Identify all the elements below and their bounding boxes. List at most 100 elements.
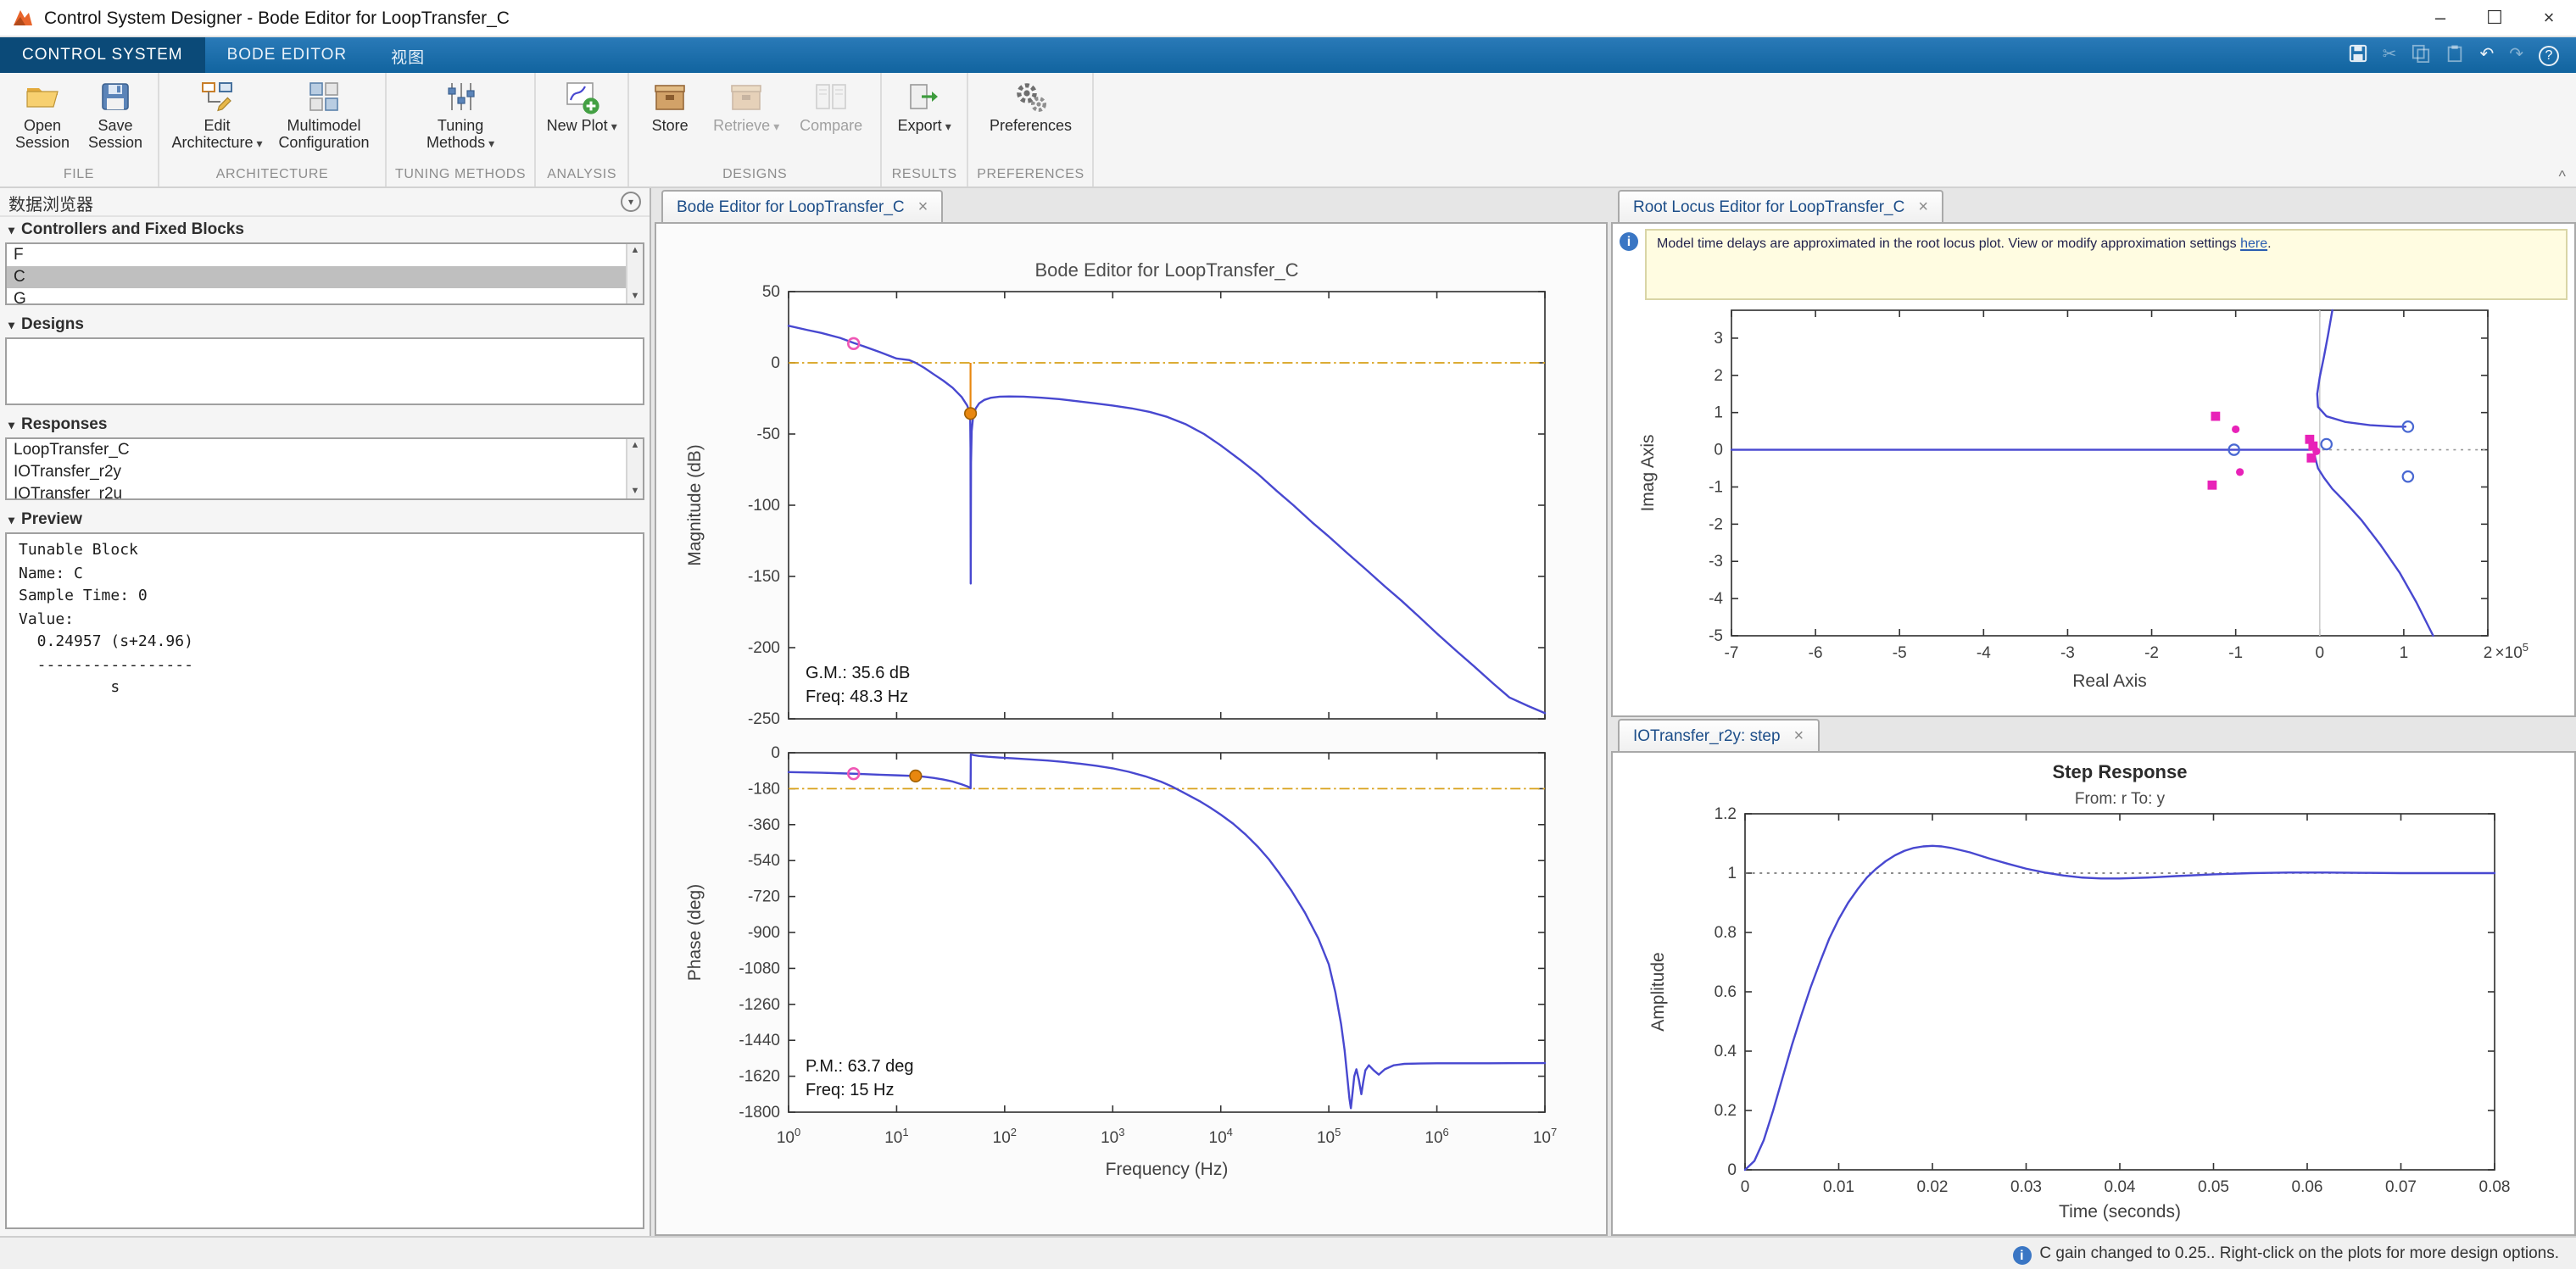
new-plot-button[interactable]: New Plot ▾ bbox=[544, 78, 619, 136]
right-column: Root Locus Editor for LoopTransfer_C × i… bbox=[1611, 188, 2576, 1235]
svg-text:0: 0 bbox=[1727, 1161, 1737, 1179]
svg-text:0: 0 bbox=[1714, 442, 1723, 459]
controllers-list: F C G ▲ ▼ bbox=[5, 242, 644, 305]
scroll-down-icon[interactable]: ▼ bbox=[630, 292, 640, 302]
tab-label: Root Locus Editor for LoopTransfer_C bbox=[1633, 198, 1905, 216]
save-session-button[interactable]: Save Session bbox=[81, 78, 149, 152]
closed-loop-pole-marker[interactable] bbox=[2211, 411, 2221, 421]
bode-plot-container: Bode Editor for LoopTransfer_C 50 0 -50 -100… bbox=[655, 222, 1608, 1235]
root-locus-branch[interactable] bbox=[2312, 450, 2434, 637]
tab-view[interactable]: 视图 bbox=[391, 48, 426, 67]
retrieve-box-icon bbox=[731, 85, 761, 110]
ribbon-collapse-icon[interactable]: ^ bbox=[2558, 168, 2566, 185]
chevron-down-icon: ▾ bbox=[611, 122, 617, 134]
bode-magnitude-compensator-marker[interactable] bbox=[847, 337, 861, 351]
root-locus-branch[interactable] bbox=[2316, 309, 2407, 428]
bode-phase-margin-marker[interactable] bbox=[909, 769, 923, 782]
data-browser-title: 数据浏览器 bbox=[8, 196, 93, 214]
open-session-button[interactable]: Open Session bbox=[8, 78, 76, 152]
step-subtitle: From: r To: y bbox=[2075, 790, 2166, 808]
tab-bode-editor-document[interactable]: Bode Editor for LoopTransfer_C × bbox=[661, 190, 944, 222]
open-loop-zero-marker[interactable] bbox=[2401, 470, 2415, 483]
multimodel-configuration-button[interactable]: Multimodel Configuration bbox=[271, 78, 376, 152]
closed-loop-pole-marker[interactable] bbox=[2305, 434, 2315, 444]
tuning-methods-button[interactable]: Tuning Methods ▾ bbox=[411, 78, 510, 153]
closed-loop-pole-marker[interactable] bbox=[2207, 480, 2217, 490]
pole-marker[interactable] bbox=[2232, 425, 2240, 434]
close-button[interactable]: × bbox=[2543, 8, 2555, 28]
tab-bode-editor[interactable]: BODE EDITOR bbox=[226, 46, 348, 64]
copy-icon[interactable] bbox=[2412, 40, 2430, 70]
ribbon-group-file: Open Session Save Session FILE bbox=[0, 73, 159, 186]
step-response-curve[interactable] bbox=[1743, 844, 2496, 1172]
redo-icon[interactable]: ↷ bbox=[2509, 46, 2523, 64]
designs-list[interactable] bbox=[5, 337, 644, 405]
list-item-iotransfer-r2u[interactable]: IOTransfer_r2u bbox=[14, 485, 123, 500]
open-loop-zero-marker[interactable] bbox=[2320, 437, 2333, 451]
bode-magnitude-ylabel: Magnitude (dB) bbox=[685, 444, 705, 566]
svg-text:-7: -7 bbox=[1725, 644, 1739, 662]
pole-marker[interactable] bbox=[2236, 468, 2244, 476]
bode-magnitude-margin-marker[interactable] bbox=[963, 407, 978, 420]
section-controllers-header[interactable]: ▾ Controllers and Fixed Blocks bbox=[0, 217, 650, 242]
scrollbar[interactable]: ▲ ▼ bbox=[626, 244, 643, 303]
scroll-up-icon[interactable]: ▲ bbox=[630, 441, 640, 451]
svg-text:0.01: 0.01 bbox=[1823, 1178, 1854, 1196]
step-response-canvas[interactable]: Step Response From: r To: y 0 0.01 0.02 0.03 0… bbox=[1613, 753, 2556, 1231]
maximize-button[interactable]: ☐ bbox=[2486, 8, 2503, 29]
bode-title: Bode Editor for LoopTransfer_C bbox=[1034, 259, 1298, 281]
banner-period: . bbox=[2267, 236, 2272, 251]
matlab-icon bbox=[12, 7, 34, 29]
undo-icon[interactable]: ↶ bbox=[2479, 46, 2495, 64]
save-icon[interactable] bbox=[2349, 40, 2367, 70]
paste-icon[interactable] bbox=[2445, 40, 2464, 70]
scrollbar[interactable]: ▲ ▼ bbox=[626, 439, 643, 498]
export-button[interactable]: Export ▾ bbox=[890, 78, 958, 136]
root-locus-canvas[interactable]: -7 -6 -5 -4 -3 -2 -1 0 1 2 -5 -4 -3 -2 -1 0 1 2 3 Real Axis… bbox=[1613, 303, 2556, 704]
bode-phase-compensator-marker[interactable] bbox=[847, 767, 861, 781]
scroll-down-icon[interactable]: ▼ bbox=[630, 487, 640, 497]
tab-control-system[interactable]: CONTROL SYSTEM bbox=[0, 37, 205, 73]
tab-step-document[interactable]: IOTransfer_r2y: step × bbox=[1618, 719, 1820, 751]
bode-plot-canvas[interactable]: Bode Editor for LoopTransfer_C 50 0 -50 -100… bbox=[656, 224, 1606, 1227]
edit-architecture-button[interactable]: Edit Architecture ▾ bbox=[168, 78, 266, 153]
open-loop-zero-marker[interactable] bbox=[2228, 443, 2240, 456]
pole-marker[interactable] bbox=[2312, 447, 2321, 455]
store-button[interactable]: Store bbox=[638, 78, 702, 135]
preferences-button[interactable]: Preferences bbox=[984, 78, 1079, 135]
panel-menu-button[interactable]: ▾ bbox=[621, 192, 641, 212]
open-loop-zero-marker[interactable] bbox=[2401, 420, 2415, 433]
step-plot-container: Step Response From: r To: y 0 0.01 0.02 0.03 0… bbox=[1611, 751, 2576, 1235]
close-icon[interactable]: × bbox=[1793, 726, 1804, 745]
x-tick-label: 100 bbox=[777, 1126, 800, 1147]
close-icon[interactable]: × bbox=[1918, 198, 1929, 216]
scroll-up-icon[interactable]: ▲ bbox=[630, 246, 640, 256]
help-icon[interactable]: ? bbox=[2539, 45, 2559, 65]
cut-icon[interactable]: ✂ bbox=[2382, 46, 2397, 64]
closed-loop-pole-marker[interactable] bbox=[2306, 453, 2317, 463]
step-title: Step Response bbox=[2053, 761, 2188, 782]
section-preview-header[interactable]: ▾ Preview bbox=[0, 507, 650, 532]
x-tick-label: 103 bbox=[1101, 1126, 1124, 1147]
preview-pane: Tunable Block Name: C Sample Time: 0 Value:… bbox=[5, 532, 644, 1228]
list-item-looptransfer[interactable]: LoopTransfer_C bbox=[14, 441, 130, 459]
list-item-block-G[interactable]: G bbox=[14, 290, 26, 305]
minimize-button[interactable]: – bbox=[2434, 8, 2446, 28]
tab-root-locus-document[interactable]: Root Locus Editor for LoopTransfer_C × bbox=[1618, 190, 1944, 222]
svg-text:-1: -1 bbox=[2228, 644, 2243, 662]
section-designs-header[interactable]: ▾ Designs bbox=[0, 312, 650, 337]
bode-phase-curve[interactable] bbox=[787, 753, 1547, 1110]
svg-text:0.08: 0.08 bbox=[2479, 1178, 2511, 1196]
step-ylabel: Amplitude bbox=[1648, 952, 1668, 1031]
list-item-block-C[interactable]: C bbox=[7, 266, 626, 288]
svg-text:0: 0 bbox=[771, 744, 780, 762]
banner-here-link[interactable]: here bbox=[2240, 236, 2268, 251]
section-responses-header[interactable]: ▾ Responses bbox=[0, 412, 650, 437]
bode-magnitude-curve[interactable] bbox=[787, 325, 1547, 715]
closed-loop-pole-marker[interactable] bbox=[2308, 441, 2318, 451]
main-area: 数据浏览器 ▾ ▾ Controllers and Fixed Blocks F… bbox=[0, 188, 2576, 1235]
close-icon[interactable]: × bbox=[917, 198, 928, 216]
list-item-block-F[interactable]: F bbox=[14, 246, 24, 264]
folder-open-icon bbox=[26, 88, 59, 108]
list-item-iotransfer-r2y[interactable]: IOTransfer_r2y bbox=[14, 463, 122, 481]
